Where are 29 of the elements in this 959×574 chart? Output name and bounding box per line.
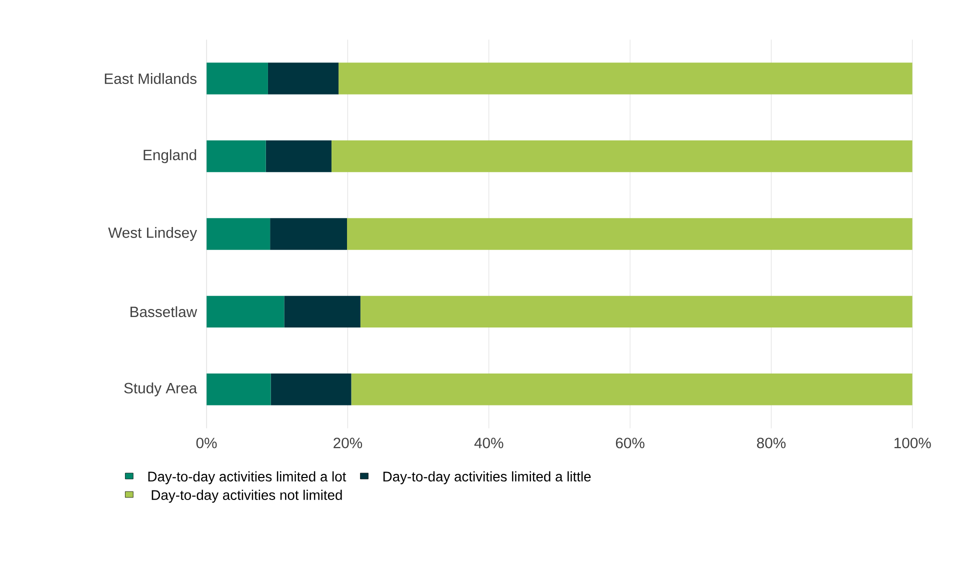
bar xyxy=(266,140,332,172)
bar xyxy=(206,218,270,250)
y-tick-label: West Lindsey xyxy=(108,227,198,241)
bar xyxy=(270,374,352,406)
x-tick-label: 60% xyxy=(616,438,644,448)
bar xyxy=(284,296,360,328)
y-tick-label: Bassetlaw xyxy=(130,306,198,318)
bar xyxy=(351,374,912,406)
bar xyxy=(206,374,271,406)
x-tick-label: 20% xyxy=(334,438,362,448)
legend-label: Day-to-day activities not limited xyxy=(152,490,342,503)
bar xyxy=(360,296,912,328)
bar xyxy=(270,218,348,250)
x-tick-label: 80% xyxy=(757,438,786,448)
bar xyxy=(338,62,912,94)
bar xyxy=(268,62,339,94)
legend-label: Day-to-day activities limited a little xyxy=(383,471,591,484)
x-tick-label: 100% xyxy=(894,438,931,448)
y-tick-label: England xyxy=(144,149,196,164)
legend-label: Day-to-day activities limited a lot xyxy=(148,471,346,484)
bar xyxy=(347,218,912,250)
y-tick-label: Study Area xyxy=(124,382,198,396)
y-tick-label: East Midlands xyxy=(104,73,197,84)
bar xyxy=(206,296,284,328)
bar xyxy=(206,140,266,172)
x-tick-label: 0% xyxy=(196,438,217,448)
x-tick-label: 40% xyxy=(474,438,504,448)
bar xyxy=(331,140,912,172)
bar xyxy=(206,62,268,94)
